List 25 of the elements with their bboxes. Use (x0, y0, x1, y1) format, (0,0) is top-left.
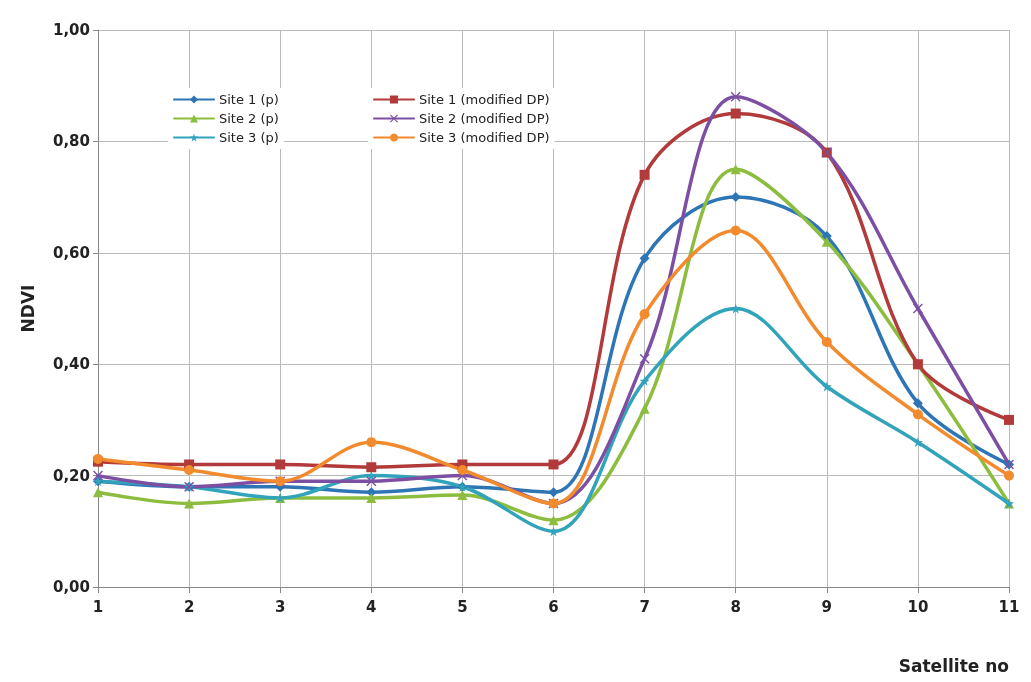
legend-label: Site 1 (p) (219, 92, 279, 107)
y-axis-title: NDVI (17, 284, 38, 333)
legend-label: Site 3 (modified DP) (419, 130, 550, 145)
x-tick-label: 9 (821, 597, 833, 616)
x-axis-title: Satellite no (898, 655, 1009, 676)
legend-label: Site 3 (p) (219, 130, 279, 145)
x-tick-label: 7 (639, 597, 650, 616)
x-tick-label: 2 (183, 597, 195, 616)
legend-label: Site 2 (modified DP) (419, 111, 550, 126)
x-tick-label: 3 (274, 597, 286, 616)
x-tick-label: 10 (907, 597, 929, 616)
x-tick-label: 11 (998, 597, 1020, 616)
x-tick-label: 1 (92, 597, 104, 616)
y-tick-label: 0,80 (52, 132, 90, 151)
y-tick-label: 0,20 (52, 466, 90, 485)
y-tick-label: 1,00 (52, 21, 90, 39)
legend-label: Site 1 (modified DP) (419, 92, 550, 107)
x-tick-label: 6 (548, 597, 559, 616)
y-tick-label: 0,40 (52, 355, 90, 374)
y-tick-label: 0,00 (52, 578, 90, 596)
x-tick-label: 4 (366, 597, 377, 616)
x-tick-label: 8 (730, 597, 741, 616)
x-tick-label: 5 (457, 597, 468, 616)
legend-label: Site 2 (p) (219, 111, 279, 126)
y-tick-label: 0,60 (52, 243, 90, 262)
